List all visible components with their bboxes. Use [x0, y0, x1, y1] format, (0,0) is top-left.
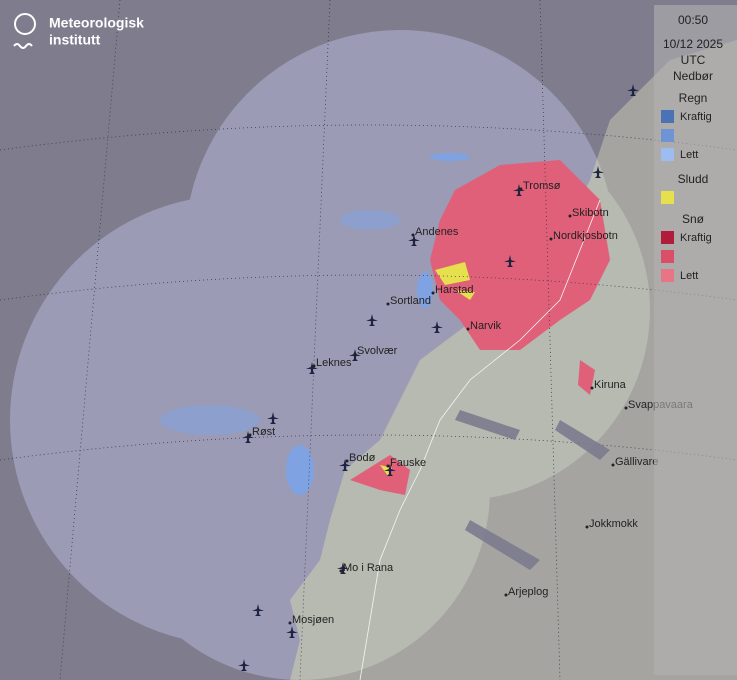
lakes: [455, 410, 610, 570]
legend-swatch: [661, 269, 674, 282]
place-label: Harstad: [435, 284, 474, 296]
place-dot: [353, 352, 357, 356]
airport-icon: [337, 562, 349, 574]
place-label: Andenes: [415, 226, 459, 238]
legend-label: Lett: [680, 270, 698, 282]
place-label: Nordkjosbotn: [553, 230, 618, 242]
place-dot: [248, 433, 252, 437]
place-dot: [288, 621, 292, 625]
legend-swatch: [661, 110, 674, 123]
place-dot: [585, 525, 589, 529]
place-label: Leknes: [316, 357, 352, 369]
place-dot: [339, 569, 343, 573]
place-dot: [568, 214, 572, 218]
place-dot: [386, 302, 390, 306]
logo-text: institutt: [49, 32, 101, 48]
place-label: Fauske: [390, 457, 426, 469]
legend-label: Kraftig: [680, 232, 712, 244]
place-label: Gällivare: [615, 456, 658, 468]
borders: [359, 199, 601, 680]
legend-swatch: [661, 129, 674, 142]
legend-panel: [654, 5, 737, 675]
rain-area: [160, 153, 470, 495]
legend-swatch: [661, 148, 674, 161]
place-dot: [411, 233, 415, 237]
airport-icon: [366, 314, 378, 326]
place-dot: [312, 364, 316, 368]
airport-icon: [339, 459, 351, 471]
airport-icon: [306, 362, 318, 374]
place-label: Arjeplog: [508, 586, 548, 598]
legend-swatch: [661, 250, 674, 263]
place-labels: Tromsø Skibotn Nordkjosbotn Andenes Harstad S…: [248, 180, 694, 626]
place-dot: [504, 593, 508, 597]
legend-swatch: [661, 231, 674, 244]
airport-icon: [252, 604, 264, 616]
legend-label: Kraftig: [680, 111, 712, 123]
logo-circle: [14, 13, 36, 35]
airport-icon: [592, 166, 604, 178]
place-dot: [345, 459, 349, 463]
legend-group: Regn: [679, 91, 708, 105]
timezone: UTC: [681, 53, 706, 67]
airport-icon: [238, 659, 250, 671]
airport-icon: [627, 84, 639, 96]
place-dot: [386, 464, 390, 468]
logo: Meteorologisk institutt: [13, 13, 144, 49]
place-dot: [549, 237, 553, 241]
place-dot: [466, 327, 470, 331]
legend-swatch: [661, 191, 674, 204]
logo-text: Meteorologisk: [49, 15, 144, 31]
place-label: Røst: [252, 426, 275, 438]
place-label: Sortland: [390, 295, 431, 307]
legend-title: Nedbør: [673, 69, 713, 83]
airport-icon: [384, 464, 396, 476]
airport-icon: [408, 234, 420, 246]
place-dot: [431, 291, 435, 295]
date: 10/12 2025: [663, 37, 723, 51]
snow-area: [350, 160, 610, 495]
place-dot: [624, 406, 628, 410]
airport-icon: [242, 431, 254, 443]
place-label: Narvik: [470, 320, 502, 332]
place-dot: [519, 187, 523, 191]
place-dot: [590, 386, 594, 390]
time: 00:50: [678, 13, 708, 27]
place-label: Mo i Rana: [343, 562, 394, 574]
legend: 00:50 10/12 2025 UTC Nedbør Regn Kraftig L…: [654, 5, 737, 675]
legend-group: Sludd: [678, 172, 709, 186]
place-label: Jokkmokk: [589, 518, 638, 530]
logo-wave: [13, 43, 33, 49]
place-label: Bodø: [349, 452, 376, 464]
place-label: Mosjøen: [292, 614, 334, 626]
place-label: Skibotn: [572, 207, 609, 219]
airport-icon: [267, 412, 279, 424]
airport-icon: [513, 184, 525, 196]
place-label: Kiruna: [594, 379, 627, 391]
place-dot: [611, 463, 615, 467]
airport-icon: [431, 321, 443, 333]
airport-icon: [504, 255, 516, 267]
place-label: Tromsø: [523, 180, 561, 192]
airport-icon: [286, 626, 298, 638]
legend-group: Snø: [682, 212, 705, 226]
legend-label: Lett: [680, 149, 698, 161]
place-label: Svolvær: [357, 345, 398, 357]
